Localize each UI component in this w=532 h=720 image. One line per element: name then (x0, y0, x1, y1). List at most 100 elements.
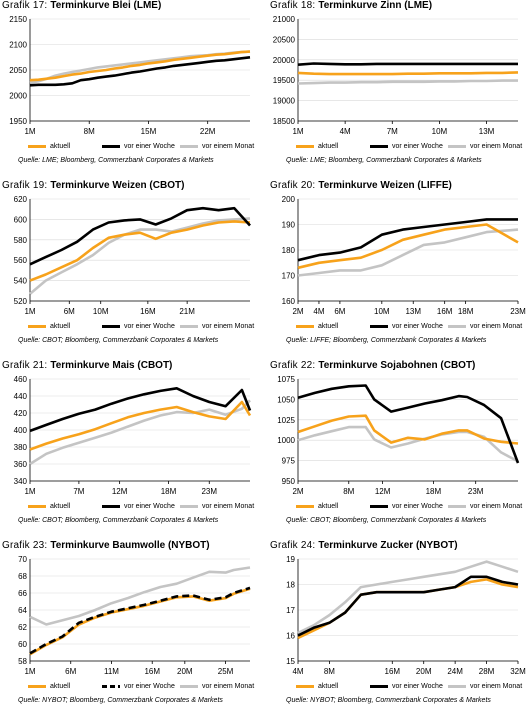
series-line-monat (297, 560, 519, 635)
legend-swatch (370, 685, 388, 688)
legend-swatch (370, 325, 388, 328)
legend-item: vor einem Monat (180, 683, 254, 690)
chart-title: Grafik 22: Terminkurve Sojabohnen (CBOT) (270, 360, 475, 371)
legend-item: vor einer Woche (102, 503, 175, 510)
series-line-aktuell (29, 50, 251, 82)
x-tick-label: 23M (468, 487, 484, 496)
legend-swatch (448, 505, 466, 508)
y-tick-label: 66 (18, 589, 27, 598)
y-tick-label: 64 (18, 606, 27, 615)
y-tick-label: 18 (286, 581, 295, 590)
legend-item: aktuell (28, 503, 70, 510)
legend-label: aktuell (318, 683, 339, 690)
legend-swatch (370, 145, 388, 148)
x-tick-label: 20M (177, 667, 193, 676)
y-tick-label: 60 (18, 640, 27, 649)
series-line-woche (297, 575, 519, 637)
chart-plot: 18500 19000 19500 20000 20500 21000 1M 4M 7M 10M 1… (273, 15, 519, 136)
legend: aktuell vor einer Woche vor einem Monat (0, 143, 262, 155)
x-tick-label: 13M (479, 127, 495, 136)
x-tick-label: 16M (437, 307, 453, 316)
x-tick-label: 1M (24, 487, 35, 496)
x-tick-label: 12M (112, 487, 128, 496)
legend-label: aktuell (50, 143, 71, 150)
y-tick-label: 1075 (277, 375, 295, 384)
legend-label: vor einem Monat (470, 683, 523, 690)
y-tick-label: 540 (14, 277, 28, 286)
chart-title: Grafik 21: Terminkurve Mais (CBOT) (2, 360, 172, 371)
legend-swatch (102, 145, 120, 148)
legend-item: vor einem Monat (180, 503, 254, 510)
legend-swatch (296, 325, 314, 328)
y-tick-label: 520 (14, 297, 28, 306)
legend-swatch (296, 685, 314, 688)
legend-item: aktuell (296, 143, 338, 150)
legend-item: vor einem Monat (448, 503, 522, 510)
legend: aktuell vor einer Woche vor einem Monat (268, 143, 530, 155)
chart-number: Grafik 19: (2, 180, 51, 191)
source-note: Quelle: NYBOT; Bloomberg, Commerzbank Co… (286, 697, 491, 704)
legend-item: aktuell (296, 503, 338, 510)
series-line-woche (29, 387, 252, 433)
legend-label: aktuell (50, 503, 71, 510)
series-line-monat (29, 566, 251, 626)
chart-panel: Grafik 18: Terminkurve Zinn (LME) 18500 19… (268, 0, 530, 180)
legend-swatch (448, 145, 466, 148)
x-tick-label: 6M (334, 307, 345, 316)
chart-number: Grafik 20: (270, 180, 319, 191)
chart-panel: Grafik 21: Terminkurve Mais (CBOT) 340 360… (0, 360, 262, 540)
legend-swatch (28, 145, 46, 148)
x-tick-label: 24M (447, 667, 463, 676)
legend-swatch (180, 145, 198, 148)
y-tick-label: 580 (14, 236, 28, 245)
legend-label: vor einem Monat (470, 503, 523, 510)
y-tick-label: 2100 (9, 41, 27, 50)
legend-item: aktuell (28, 323, 70, 330)
legend-swatch (180, 685, 198, 688)
x-tick-label: 10M (93, 307, 109, 316)
x-tick-label: 8M (324, 667, 335, 676)
chart-number: Grafik 17: (2, 0, 51, 11)
legend-swatch (28, 685, 46, 688)
x-tick-label: 18M (426, 487, 442, 496)
y-tick-label: 62 (18, 623, 27, 632)
x-tick-label: 4M (313, 307, 324, 316)
chart-name: Terminkurve Zucker (NYBOT) (318, 540, 458, 551)
y-tick-label: 19500 (273, 76, 296, 85)
legend-item: vor einem Monat (180, 323, 254, 330)
x-tick-label: 2M (292, 487, 303, 496)
series-line-aktuell (29, 400, 252, 451)
x-tick-label: 10M (432, 127, 448, 136)
chart-number: Grafik 22: (270, 360, 319, 371)
legend: aktuell vor einer Woche vor einem Monat (268, 683, 530, 695)
legend-label: vor einem Monat (202, 683, 255, 690)
legend-swatch (28, 505, 46, 508)
x-tick-label: 23M (201, 487, 217, 496)
legend-swatch (296, 145, 314, 148)
y-tick-label: 460 (14, 375, 28, 384)
legend-label: vor einem Monat (470, 143, 523, 150)
legend-label: aktuell (50, 323, 71, 330)
y-tick-label: 600 (14, 215, 28, 224)
y-tick-label: 2050 (9, 66, 27, 75)
chart-title: Grafik 17: Terminkurve Blei (LME) (2, 0, 161, 11)
legend-item: vor einer Woche (370, 503, 443, 510)
x-tick-label: 16M (385, 667, 401, 676)
y-tick-label: 19 (286, 555, 295, 564)
legend-label: vor einem Monat (470, 323, 523, 330)
legend-item: vor einer Woche (370, 323, 443, 330)
chart-name: Terminkurve Weizen (CBOT) (50, 180, 185, 191)
x-tick-label: 2M (292, 307, 303, 316)
legend-label: aktuell (318, 323, 339, 330)
legend-label: aktuell (50, 683, 71, 690)
x-tick-label: 23M (510, 307, 526, 316)
legend-item: aktuell (296, 683, 338, 690)
x-tick-label: 32M (510, 667, 526, 676)
chart-panel: Grafik 24: Terminkurve Zucker (NYBOT) 15 1… (268, 540, 530, 720)
x-tick-label: 4M (340, 127, 351, 136)
y-tick-label: 160 (282, 297, 296, 306)
legend-swatch (102, 325, 120, 328)
y-tick-label: 1000 (277, 436, 295, 445)
chart-plot: 520 540 560 580 600 620 1M 6M 10M 16M 21M (14, 195, 251, 316)
legend: aktuell vor einer Woche vor einem Monat (268, 503, 530, 515)
